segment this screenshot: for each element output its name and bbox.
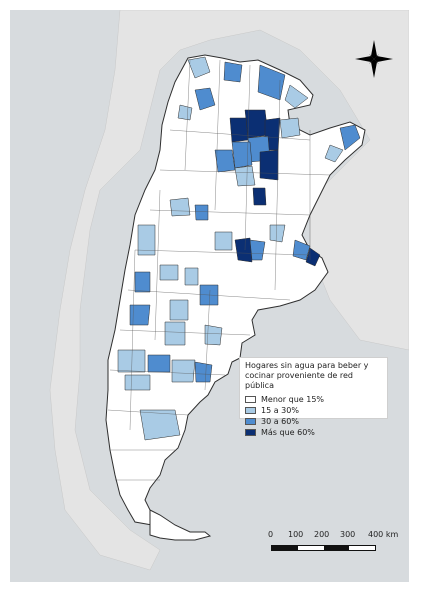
scale-segment [297,546,324,550]
legend-item: 30 a 60% [245,416,383,427]
dept-patch [117,349,146,373]
dept-patch [305,247,321,267]
dept-patch [339,124,361,151]
map-legend: Hogares sin agua para beber y cocinar pr… [239,357,388,437]
legend-label: 15 a 30% [261,405,299,415]
department-boundaries [107,59,331,481]
dept-patch [252,187,267,206]
argentina-mainland [105,54,366,526]
legend-label: 30 a 60% [261,416,299,426]
legend-item: Más que 60% [245,427,383,438]
legend-swatch [245,396,256,403]
dept-patch [324,144,344,163]
dept-patch [234,165,256,187]
dept-patch [284,84,309,109]
scale-segment [349,546,375,550]
dept-patch [134,271,151,293]
dept-patch [169,299,189,321]
dept-patch [187,56,211,79]
dept-patch [214,231,233,251]
scale-tick-label: 200 [314,530,330,539]
dept-patch [194,204,209,221]
scale-labels: 0 100 200 300 400 km [261,530,409,542]
dept-patch [269,224,286,243]
dept-patch [194,87,216,111]
dept-patch [223,61,243,83]
map-canvas [10,10,409,582]
north-arrow-compass-icon [355,40,393,78]
dept-patch [147,354,171,373]
dept-patch [137,224,156,256]
dept-patch [257,64,286,101]
legend-item: 15 a 30% [245,405,383,416]
dept-patch [124,374,151,391]
legend-swatch [245,418,256,425]
scale-segment [272,546,298,550]
dept-patch [169,197,191,217]
dept-patch [214,149,236,173]
dept-patch [231,141,253,169]
map-frame: Hogares sin agua para beber y cocinar pr… [10,10,409,582]
legend-swatch [245,429,256,436]
dept-patch [194,361,213,383]
scale-segment [323,546,350,550]
dept-patch [279,117,301,139]
dept-patch [204,324,223,346]
dept-patch [229,117,249,143]
scale-tick-label: 0 [268,530,274,539]
legend-item: Menor que 15% [245,394,383,405]
scale-tick-label: 100 [288,530,304,539]
departments [117,56,361,441]
dept-patch [164,321,186,346]
legend-swatch [245,407,256,414]
dept-patch [171,359,196,383]
scale-tick-label: 400 km [368,530,399,539]
dept-patch [249,239,266,261]
dept-patch [184,267,199,286]
dept-patch [234,237,253,263]
dept-patch [159,264,179,281]
dept-patch [177,104,193,121]
tierra-del-fuego [149,509,212,541]
scale-segments [271,545,376,551]
dept-patch [129,304,151,326]
scale-tick-label: 300 [340,530,356,539]
scale-bar: 0 100 200 300 400 km [261,530,409,560]
legend-label: Más que 60% [261,427,315,437]
dept-patch [139,409,181,441]
legend-label: Menor que 15% [261,394,325,404]
legend-title: Hogares sin agua para beber y cocinar pr… [245,361,369,390]
dept-patch [259,149,279,181]
